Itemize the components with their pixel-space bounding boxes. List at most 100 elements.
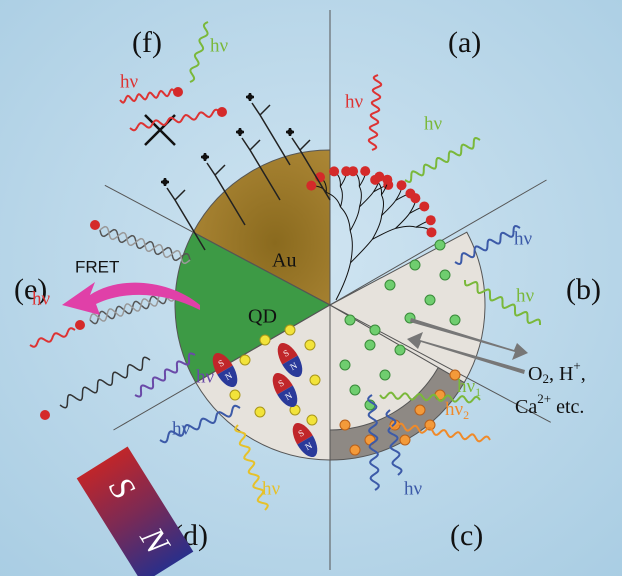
- particle-half: [277, 342, 298, 365]
- analyte-part: etc.: [551, 396, 584, 418]
- photon-wave: [99, 225, 191, 265]
- magnetic-particle: SN: [212, 352, 238, 388]
- dye-dot: [75, 320, 85, 330]
- star: [236, 128, 244, 136]
- yellow-dot: [306, 414, 318, 426]
- analyte-part: O: [528, 363, 542, 385]
- orange-dot: [414, 404, 426, 416]
- antibody: [251, 102, 291, 166]
- dendrimer-branch: [350, 239, 373, 264]
- dendrimer-branch: [326, 191, 341, 208]
- shell-sector: [195, 304, 331, 461]
- dye-dot: [90, 220, 100, 230]
- divider: [113, 179, 547, 431]
- photon-label: hν: [424, 113, 443, 134]
- yellow-dot: [254, 406, 266, 418]
- photon-label: hν: [32, 288, 51, 309]
- particle-pole: N: [303, 440, 314, 452]
- particle-pole: N: [288, 360, 299, 372]
- photon-label: hν: [210, 35, 229, 56]
- green-dot: [424, 294, 436, 306]
- photon-wave: [379, 391, 481, 404]
- panel-label: (e): [14, 273, 47, 306]
- green-dot: [349, 384, 361, 396]
- magnetic-particle: SN: [292, 422, 318, 458]
- particle-pole: N: [223, 370, 234, 382]
- star: [246, 93, 254, 101]
- star: [201, 153, 209, 161]
- dye-dot: [217, 107, 227, 117]
- photon-wave: [367, 394, 380, 491]
- green-dot: [344, 314, 356, 326]
- dendrimer-branch: [349, 230, 353, 263]
- dendrimer-branch: [359, 191, 374, 208]
- photon-wave: [29, 327, 76, 348]
- analyte-part: ,: [581, 363, 586, 385]
- dendrimer-branch: [340, 206, 351, 231]
- star: [286, 128, 294, 136]
- gold-core: [192, 149, 331, 306]
- orange-dot: [424, 419, 436, 431]
- yellow-dot: [304, 339, 316, 351]
- green-dot: [379, 369, 391, 381]
- photon-label: hν: [262, 478, 281, 499]
- analyte-part: Ca: [515, 396, 537, 418]
- photon-wave: [59, 356, 151, 409]
- dye-dot: [348, 166, 359, 177]
- yellow-dot: [284, 324, 296, 336]
- dye-dot: [173, 87, 183, 97]
- yellow-dot: [259, 334, 271, 346]
- dye-dot: [370, 174, 381, 185]
- photon-label: hν: [514, 228, 533, 249]
- dendrimer-branch: [335, 262, 351, 301]
- dye-dot: [360, 166, 371, 177]
- photon-wave: [404, 136, 481, 184]
- dye-dot: [425, 215, 436, 226]
- dye-dot: [382, 174, 393, 185]
- green-dot: [394, 344, 406, 356]
- dye-dot: [306, 180, 317, 191]
- panel-label: (a): [448, 26, 481, 59]
- photon-wave: [464, 280, 541, 325]
- dye-dot: [426, 227, 437, 238]
- magnet-body: [76, 446, 194, 576]
- particle-half: [282, 355, 303, 378]
- photon-label: hν: [516, 285, 535, 306]
- emission-base: hν: [445, 399, 464, 420]
- photon-label: hν: [196, 366, 215, 387]
- photon-wave: [367, 74, 383, 151]
- cross: [144, 114, 176, 146]
- orange-dot: [339, 419, 351, 431]
- antibody: [291, 137, 331, 201]
- dye-dot: [40, 410, 50, 420]
- antibody: [241, 137, 281, 201]
- yellow-dot: [309, 374, 321, 386]
- dendrimer-branch: [395, 213, 410, 229]
- photon-wave: [129, 108, 221, 132]
- yellow-dot: [239, 354, 251, 366]
- fret-label: FRET: [75, 257, 119, 276]
- fret-arrow: [62, 282, 200, 315]
- dendrimer-branch: [358, 186, 362, 208]
- analyte-sub: 2: [542, 371, 549, 386]
- emission-label: hν1: [457, 376, 481, 398]
- photon-wave: [189, 21, 209, 83]
- green-dot: [339, 359, 351, 371]
- emission-sub: 1: [475, 385, 481, 399]
- photon-label: hν: [404, 478, 423, 499]
- photon-wave: [234, 424, 269, 511]
- analyte-sup: +: [573, 358, 580, 373]
- panel-label: (c): [450, 519, 483, 552]
- dendrimer-branch: [395, 225, 417, 229]
- yellow-dot: [229, 389, 241, 401]
- particle-half: [277, 385, 298, 408]
- orange-dot: [349, 444, 361, 456]
- analyte-label: Ca2+ etc.: [515, 391, 584, 418]
- star: [161, 178, 169, 186]
- analyte-sup: 2+: [537, 391, 551, 406]
- core-label: QD: [248, 306, 277, 328]
- photon-label: hν: [120, 71, 139, 92]
- panel-label: (f): [132, 26, 162, 59]
- dendrimer-branch: [371, 215, 383, 240]
